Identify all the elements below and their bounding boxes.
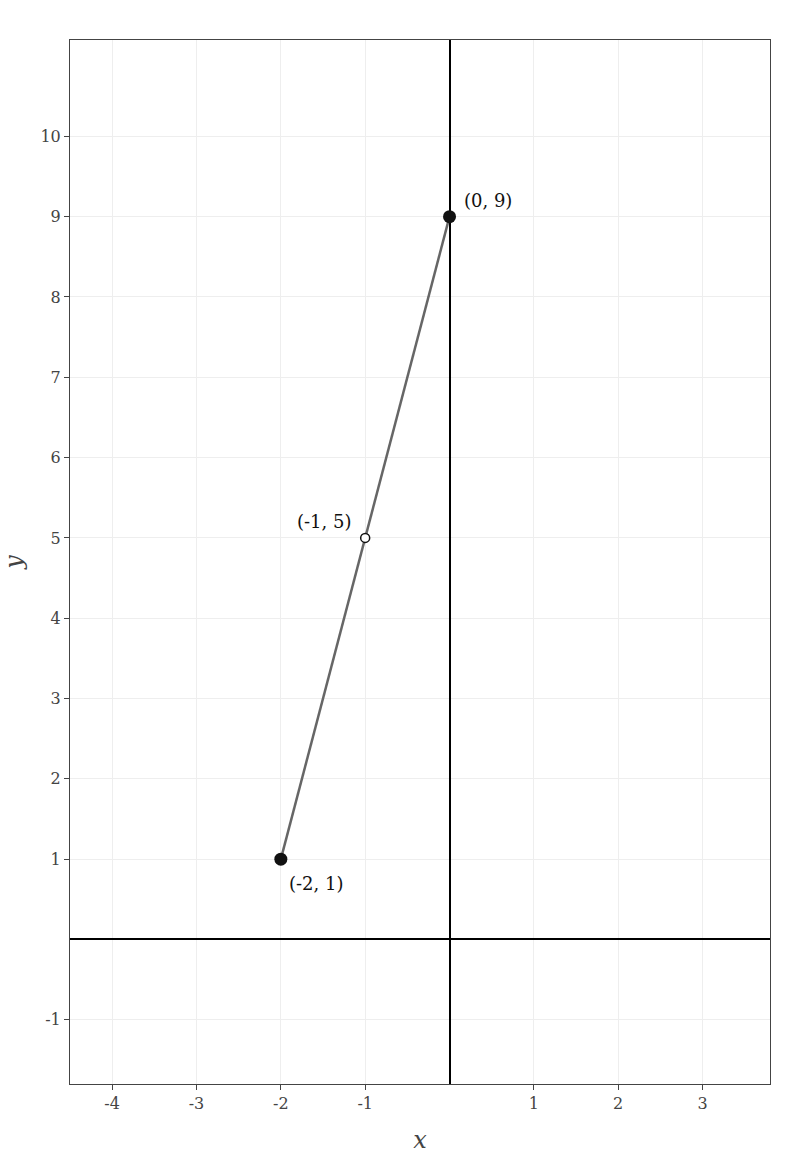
svg-text:10: 10: [40, 127, 60, 146]
svg-text:y: y: [0, 555, 28, 570]
svg-text:5: 5: [51, 529, 61, 548]
svg-text:-2: -2: [273, 1094, 289, 1113]
svg-text:1: 1: [529, 1094, 539, 1113]
svg-text:3: 3: [51, 689, 61, 708]
svg-text:9: 9: [51, 207, 61, 226]
svg-text:x: x: [413, 1126, 427, 1154]
svg-text:6: 6: [51, 448, 61, 467]
svg-text:-3: -3: [189, 1094, 205, 1113]
svg-text:7: 7: [51, 368, 61, 387]
svg-text:2: 2: [51, 769, 61, 788]
svg-text:-4: -4: [104, 1094, 120, 1113]
svg-text:8: 8: [51, 288, 61, 307]
svg-text:(0, 9): (0, 9): [464, 190, 512, 211]
svg-text:3: 3: [697, 1094, 707, 1113]
svg-text:4: 4: [51, 609, 61, 628]
svg-text:(-2, 1): (-2, 1): [289, 873, 343, 894]
svg-text:(-1, 5): (-1, 5): [297, 511, 351, 532]
svg-text:1: 1: [51, 850, 61, 869]
svg-text:2: 2: [613, 1094, 623, 1113]
svg-text:-1: -1: [45, 1010, 61, 1029]
svg-text:-1: -1: [357, 1094, 373, 1113]
